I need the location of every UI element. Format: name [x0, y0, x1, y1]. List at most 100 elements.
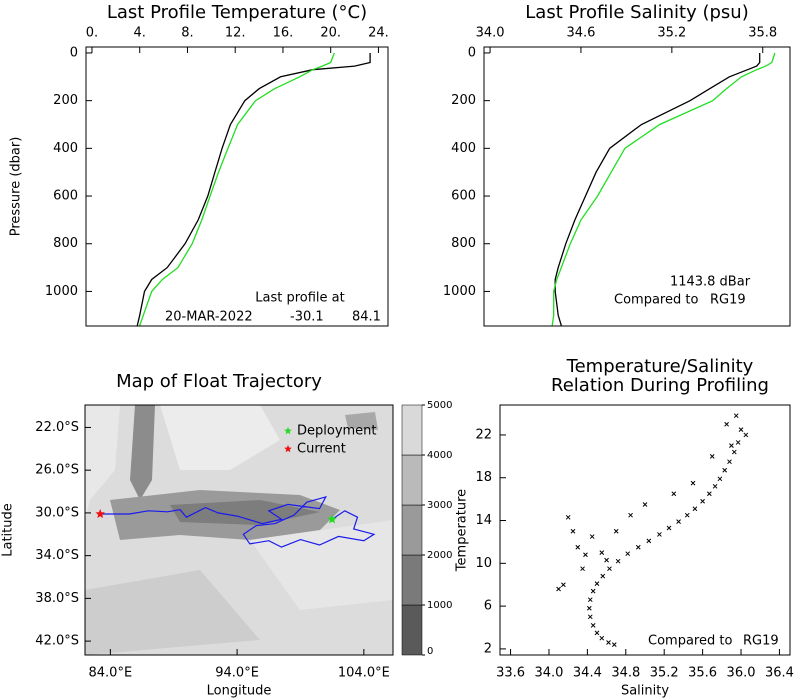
chart-title: Last Profile Salinity (psu)	[525, 2, 748, 23]
y-tick-label: 200	[451, 93, 476, 108]
data-point	[642, 502, 648, 507]
colorbar-label: 5000	[427, 400, 452, 411]
colorbar-band	[401, 604, 423, 656]
x-tick-label: 34.4	[573, 666, 602, 681]
plot-frame	[84, 404, 394, 656]
annotation: 1143.8 dBar	[670, 275, 751, 290]
data-point	[700, 498, 705, 504]
legend-label: Deployment	[297, 424, 377, 439]
data-point	[607, 566, 612, 572]
x-tick-label: 36.4	[765, 666, 794, 681]
data-point	[738, 427, 744, 432]
data-point	[724, 421, 729, 427]
x-tick-label: 34.0	[534, 666, 563, 681]
data-point	[717, 476, 723, 482]
data-point	[575, 544, 581, 550]
profile-line	[554, 53, 761, 326]
data-point	[599, 550, 605, 555]
data-point	[671, 491, 677, 497]
data-point	[722, 467, 728, 473]
x-tick-label: 24.	[368, 26, 389, 41]
x-axis-label: Salinity	[621, 684, 669, 699]
x-tick-label: 84.0°E	[89, 666, 133, 681]
colorbar-label: 0	[427, 646, 433, 657]
chart-title: Temperature/Salinity	[566, 356, 754, 377]
data-point	[676, 519, 681, 524]
y-tick-label: 2	[484, 641, 492, 656]
data-point	[613, 528, 619, 534]
x-tick-label: 33.6	[496, 666, 525, 681]
x-tick-label: 34.6	[566, 26, 595, 41]
x-tick-label: 34.0	[476, 26, 505, 41]
colorbar-label: 3000	[427, 500, 452, 511]
profile-line	[139, 52, 335, 326]
data-point	[735, 440, 741, 445]
trajectory	[100, 495, 376, 548]
x-tick-label: 34.8	[611, 666, 640, 681]
data-point	[587, 614, 593, 620]
colorbar-label: 1000	[427, 600, 452, 611]
data-point	[615, 558, 621, 564]
data-point	[604, 557, 609, 563]
legend-label: Current	[297, 442, 346, 457]
x-tick-label: 4.	[134, 26, 146, 41]
y-axis-label: Pressure (dbar)	[9, 137, 24, 237]
y-tick-label: 1000	[443, 284, 476, 299]
y-tick-label: 38.0°S	[35, 591, 79, 606]
colorbar-label: 2000	[427, 550, 452, 561]
annotation: Last profile at	[255, 291, 344, 306]
data-point	[590, 588, 596, 594]
y-tick-label: 6	[484, 599, 492, 614]
y-tick-label: 600	[53, 189, 78, 204]
y-tick-label: 400	[451, 141, 476, 156]
colorbar-band	[401, 504, 423, 556]
x-axis-label: Longitude	[207, 684, 272, 699]
x-tick-label: 35.2	[657, 26, 686, 41]
data-point	[625, 551, 631, 557]
chart-title: Relation During Profiling	[551, 375, 769, 396]
x-tick-label: 36.0	[727, 666, 756, 681]
y-tick-label: 200	[53, 93, 78, 108]
data-point	[570, 528, 576, 534]
colorbar-band	[401, 404, 423, 456]
y-axis-label: Latitude	[1, 503, 16, 557]
x-tick-label: 12.	[225, 26, 246, 41]
x-tick-label: 35.8	[748, 26, 777, 41]
y-tick-label: 600	[451, 189, 476, 204]
x-tick-label: 35.6	[688, 666, 717, 681]
x-tick-label: 20.	[320, 26, 341, 41]
data-point	[692, 506, 698, 512]
position-marker	[95, 509, 105, 518]
annotation: Compared to	[614, 293, 698, 308]
y-tick-label: 0	[468, 45, 476, 60]
data-point	[611, 642, 617, 647]
y-tick-label: 26.0°S	[35, 463, 79, 478]
y-tick-label: 18	[475, 470, 492, 485]
x-tick-label: 94.0°E	[215, 666, 259, 681]
data-point	[561, 582, 566, 588]
plot-frame	[499, 404, 791, 656]
data-point	[635, 544, 641, 550]
profile-line	[551, 52, 776, 326]
y-tick-label: 22	[475, 427, 492, 442]
data-point	[743, 432, 749, 438]
data-point	[599, 635, 605, 641]
y-tick-label: 14	[475, 513, 492, 528]
y-tick-label: 800	[53, 236, 78, 251]
data-point	[600, 573, 606, 579]
y-tick-label: 22.0°S	[35, 420, 79, 435]
data-point	[684, 512, 690, 518]
y-tick-label: 800	[451, 236, 476, 251]
legend-symbol	[284, 445, 292, 453]
data-point	[556, 586, 561, 592]
y-tick-label: 30.0°S	[35, 505, 79, 520]
y-tick-label: 1000	[45, 284, 78, 299]
data-point	[594, 581, 600, 587]
colorbar-label: 4000	[427, 450, 452, 461]
y-tick-label: 0	[70, 45, 78, 60]
position-marker	[327, 514, 337, 524]
plot-frame	[483, 46, 791, 327]
data-point	[590, 623, 596, 628]
profile-line	[136, 53, 371, 326]
